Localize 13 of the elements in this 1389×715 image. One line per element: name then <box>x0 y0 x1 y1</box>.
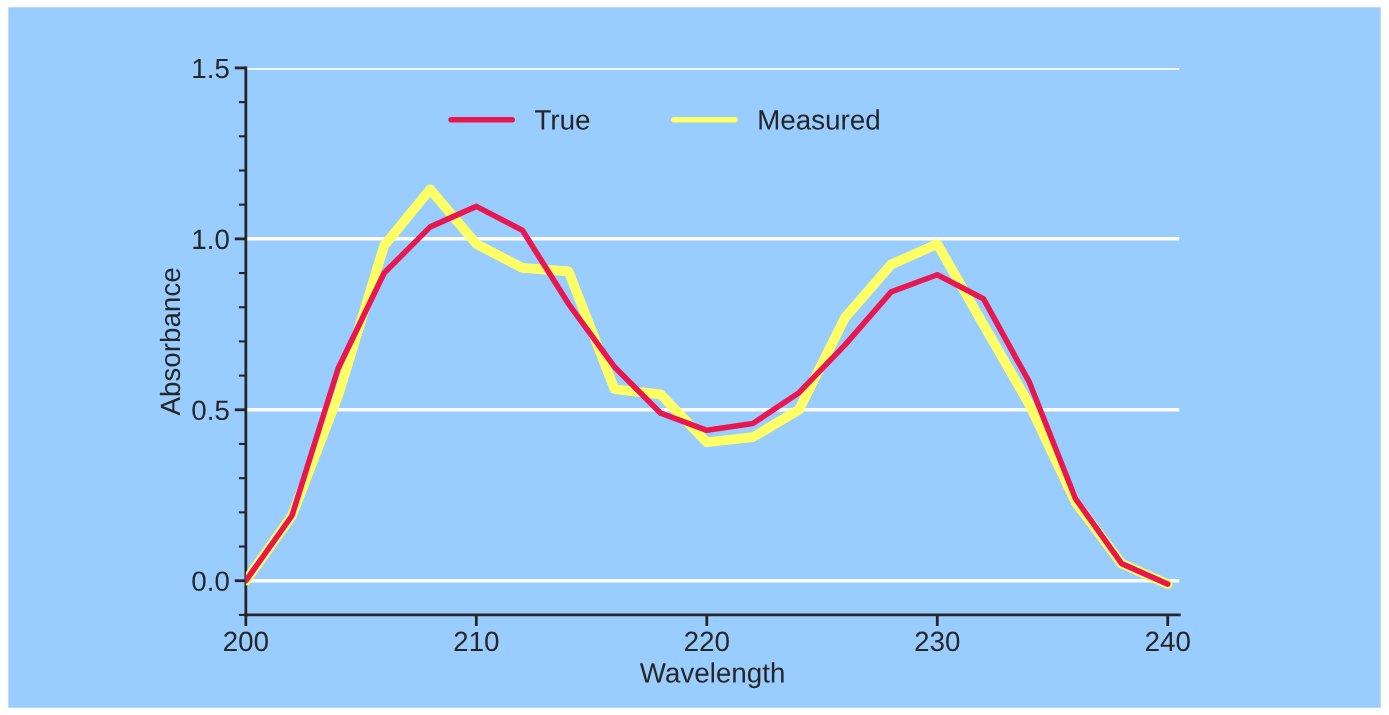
y-axis-title: Absorbance <box>159 268 181 416</box>
legend-label: True <box>535 110 590 130</box>
y-tick-label: 1.5 <box>193 58 229 79</box>
x-axis-title: Wavelength <box>639 662 784 689</box>
x-tick-label: 210 <box>454 631 499 652</box>
x-tick-label: 240 <box>1145 631 1190 652</box>
x-tick-label: 230 <box>915 631 960 652</box>
x-tick-label: 220 <box>685 631 729 652</box>
y-tick-label: 0.0 <box>192 571 229 592</box>
x-tick-label: 200 <box>224 631 268 652</box>
y-tick-label: 0.5 <box>192 400 229 421</box>
y-tick-label: 1.0 <box>193 229 229 250</box>
legend-label: Measured <box>759 109 879 130</box>
